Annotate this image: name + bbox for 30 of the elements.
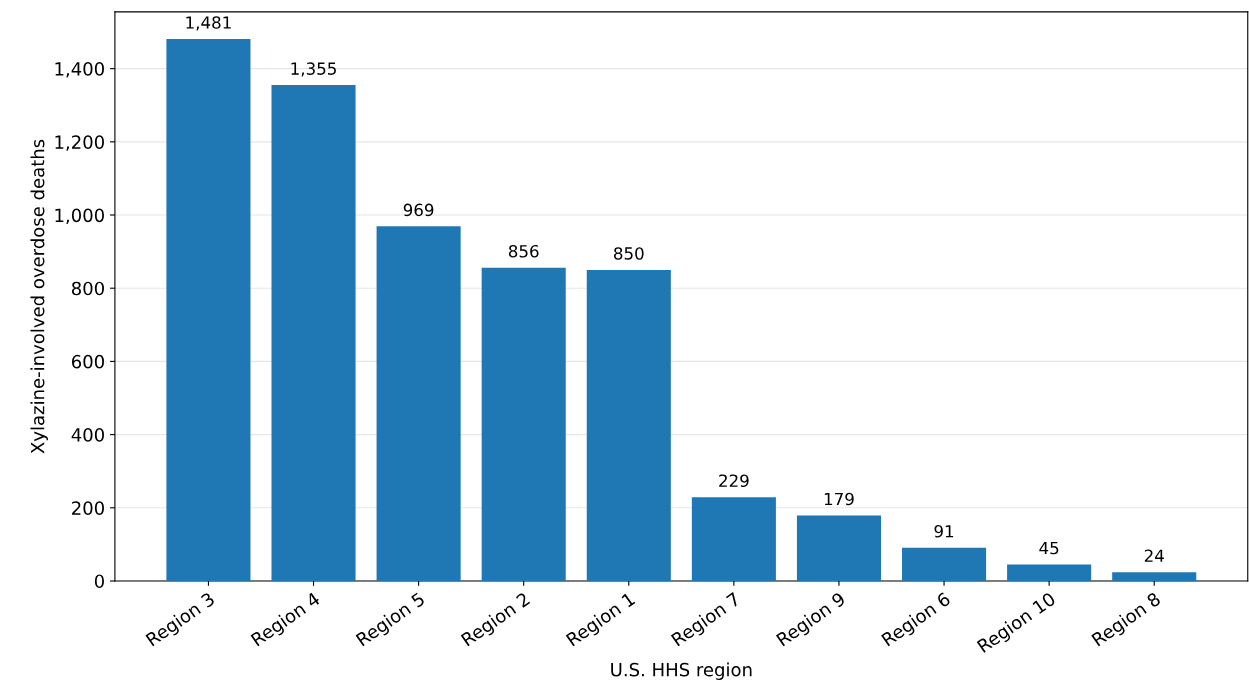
- data-label: 969: [403, 203, 434, 217]
- y-tick-label: 1,400: [55, 62, 104, 78]
- bar: [691, 497, 776, 581]
- y-tick-label: 1,200: [55, 135, 104, 151]
- bar: [166, 38, 251, 581]
- data-label: 1,481: [186, 16, 231, 31]
- y-tick-label: 400: [71, 428, 104, 442]
- bar: [1112, 572, 1197, 581]
- y-axis-title: Xylazine-involved overdose deaths: [30, 139, 48, 454]
- data-label: 179: [824, 492, 854, 506]
- y-tick-label: 600: [71, 354, 104, 369]
- data-label: 850: [614, 247, 644, 260]
- data-label: 1,355: [291, 62, 336, 77]
- y-tick-label: 200: [72, 501, 104, 515]
- bar: [1007, 564, 1092, 581]
- bar: [796, 515, 881, 581]
- y-tick-label: 800: [71, 281, 104, 296]
- y-tick-label: 0: [94, 574, 104, 589]
- data-label: 229: [719, 474, 749, 488]
- data-label: 856: [508, 244, 539, 258]
- bar: [902, 547, 987, 581]
- bar: [586, 269, 671, 581]
- bar: [376, 226, 461, 581]
- x-axis-title: U.S. HHS region: [611, 662, 752, 680]
- data-label: 91: [934, 524, 954, 538]
- data-label: 45: [1039, 541, 1059, 555]
- y-tick-label: 1,000: [55, 208, 104, 224]
- bar: [481, 267, 566, 581]
- data-label: 24: [1144, 549, 1164, 562]
- bar: [271, 85, 356, 581]
